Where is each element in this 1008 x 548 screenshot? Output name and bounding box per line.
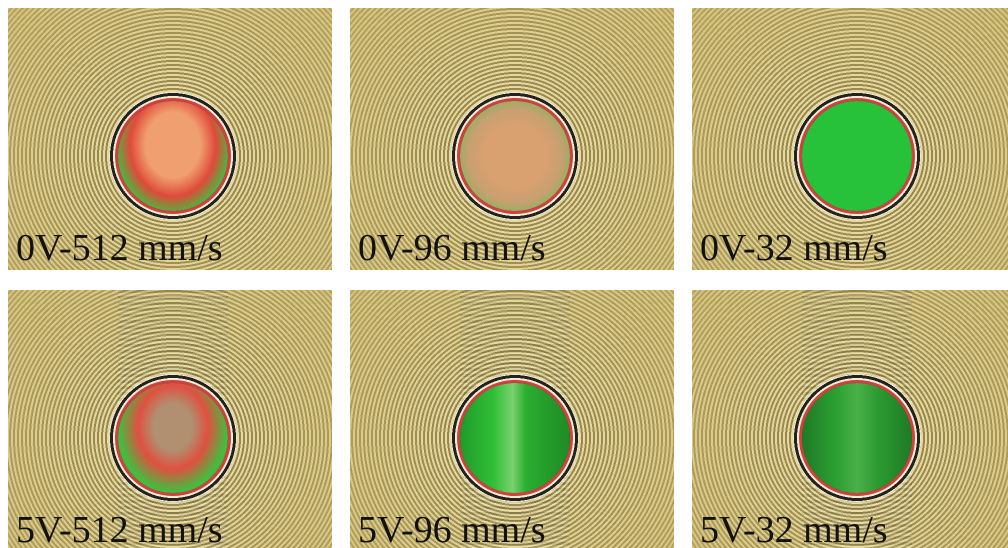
micrograph-panel: 0V-512 mm/s: [8, 8, 332, 270]
micrograph-panel: 5V-512 mm/s: [8, 290, 332, 548]
contact-spot: [460, 101, 570, 211]
micrograph-panel: 0V-96 mm/s: [350, 8, 674, 270]
panel-label: 5V-512 mm/s: [16, 508, 223, 548]
contact-spot: [118, 101, 228, 211]
micrograph-panel: 0V-32 mm/s: [692, 8, 1008, 270]
contact-spot: [802, 383, 912, 493]
panel-label: 0V-512 mm/s: [16, 226, 223, 270]
panel-label: 5V-96 mm/s: [358, 508, 546, 548]
contact-spot: [460, 383, 570, 493]
micrograph-panel: 5V-32 mm/s: [692, 290, 1008, 548]
contact-spot: [802, 101, 912, 211]
figure: 0V-512 mm/s 0V-96 mm/s 0V-32 mm/s 5V-512 mm…: [0, 0, 1008, 548]
micrograph-panel: 5V-96 mm/s: [350, 290, 674, 548]
panel-label: 0V-96 mm/s: [358, 226, 546, 270]
panel-label: 5V-32 mm/s: [700, 508, 888, 548]
panel-label: 0V-32 mm/s: [700, 226, 888, 270]
contact-spot: [118, 383, 228, 493]
